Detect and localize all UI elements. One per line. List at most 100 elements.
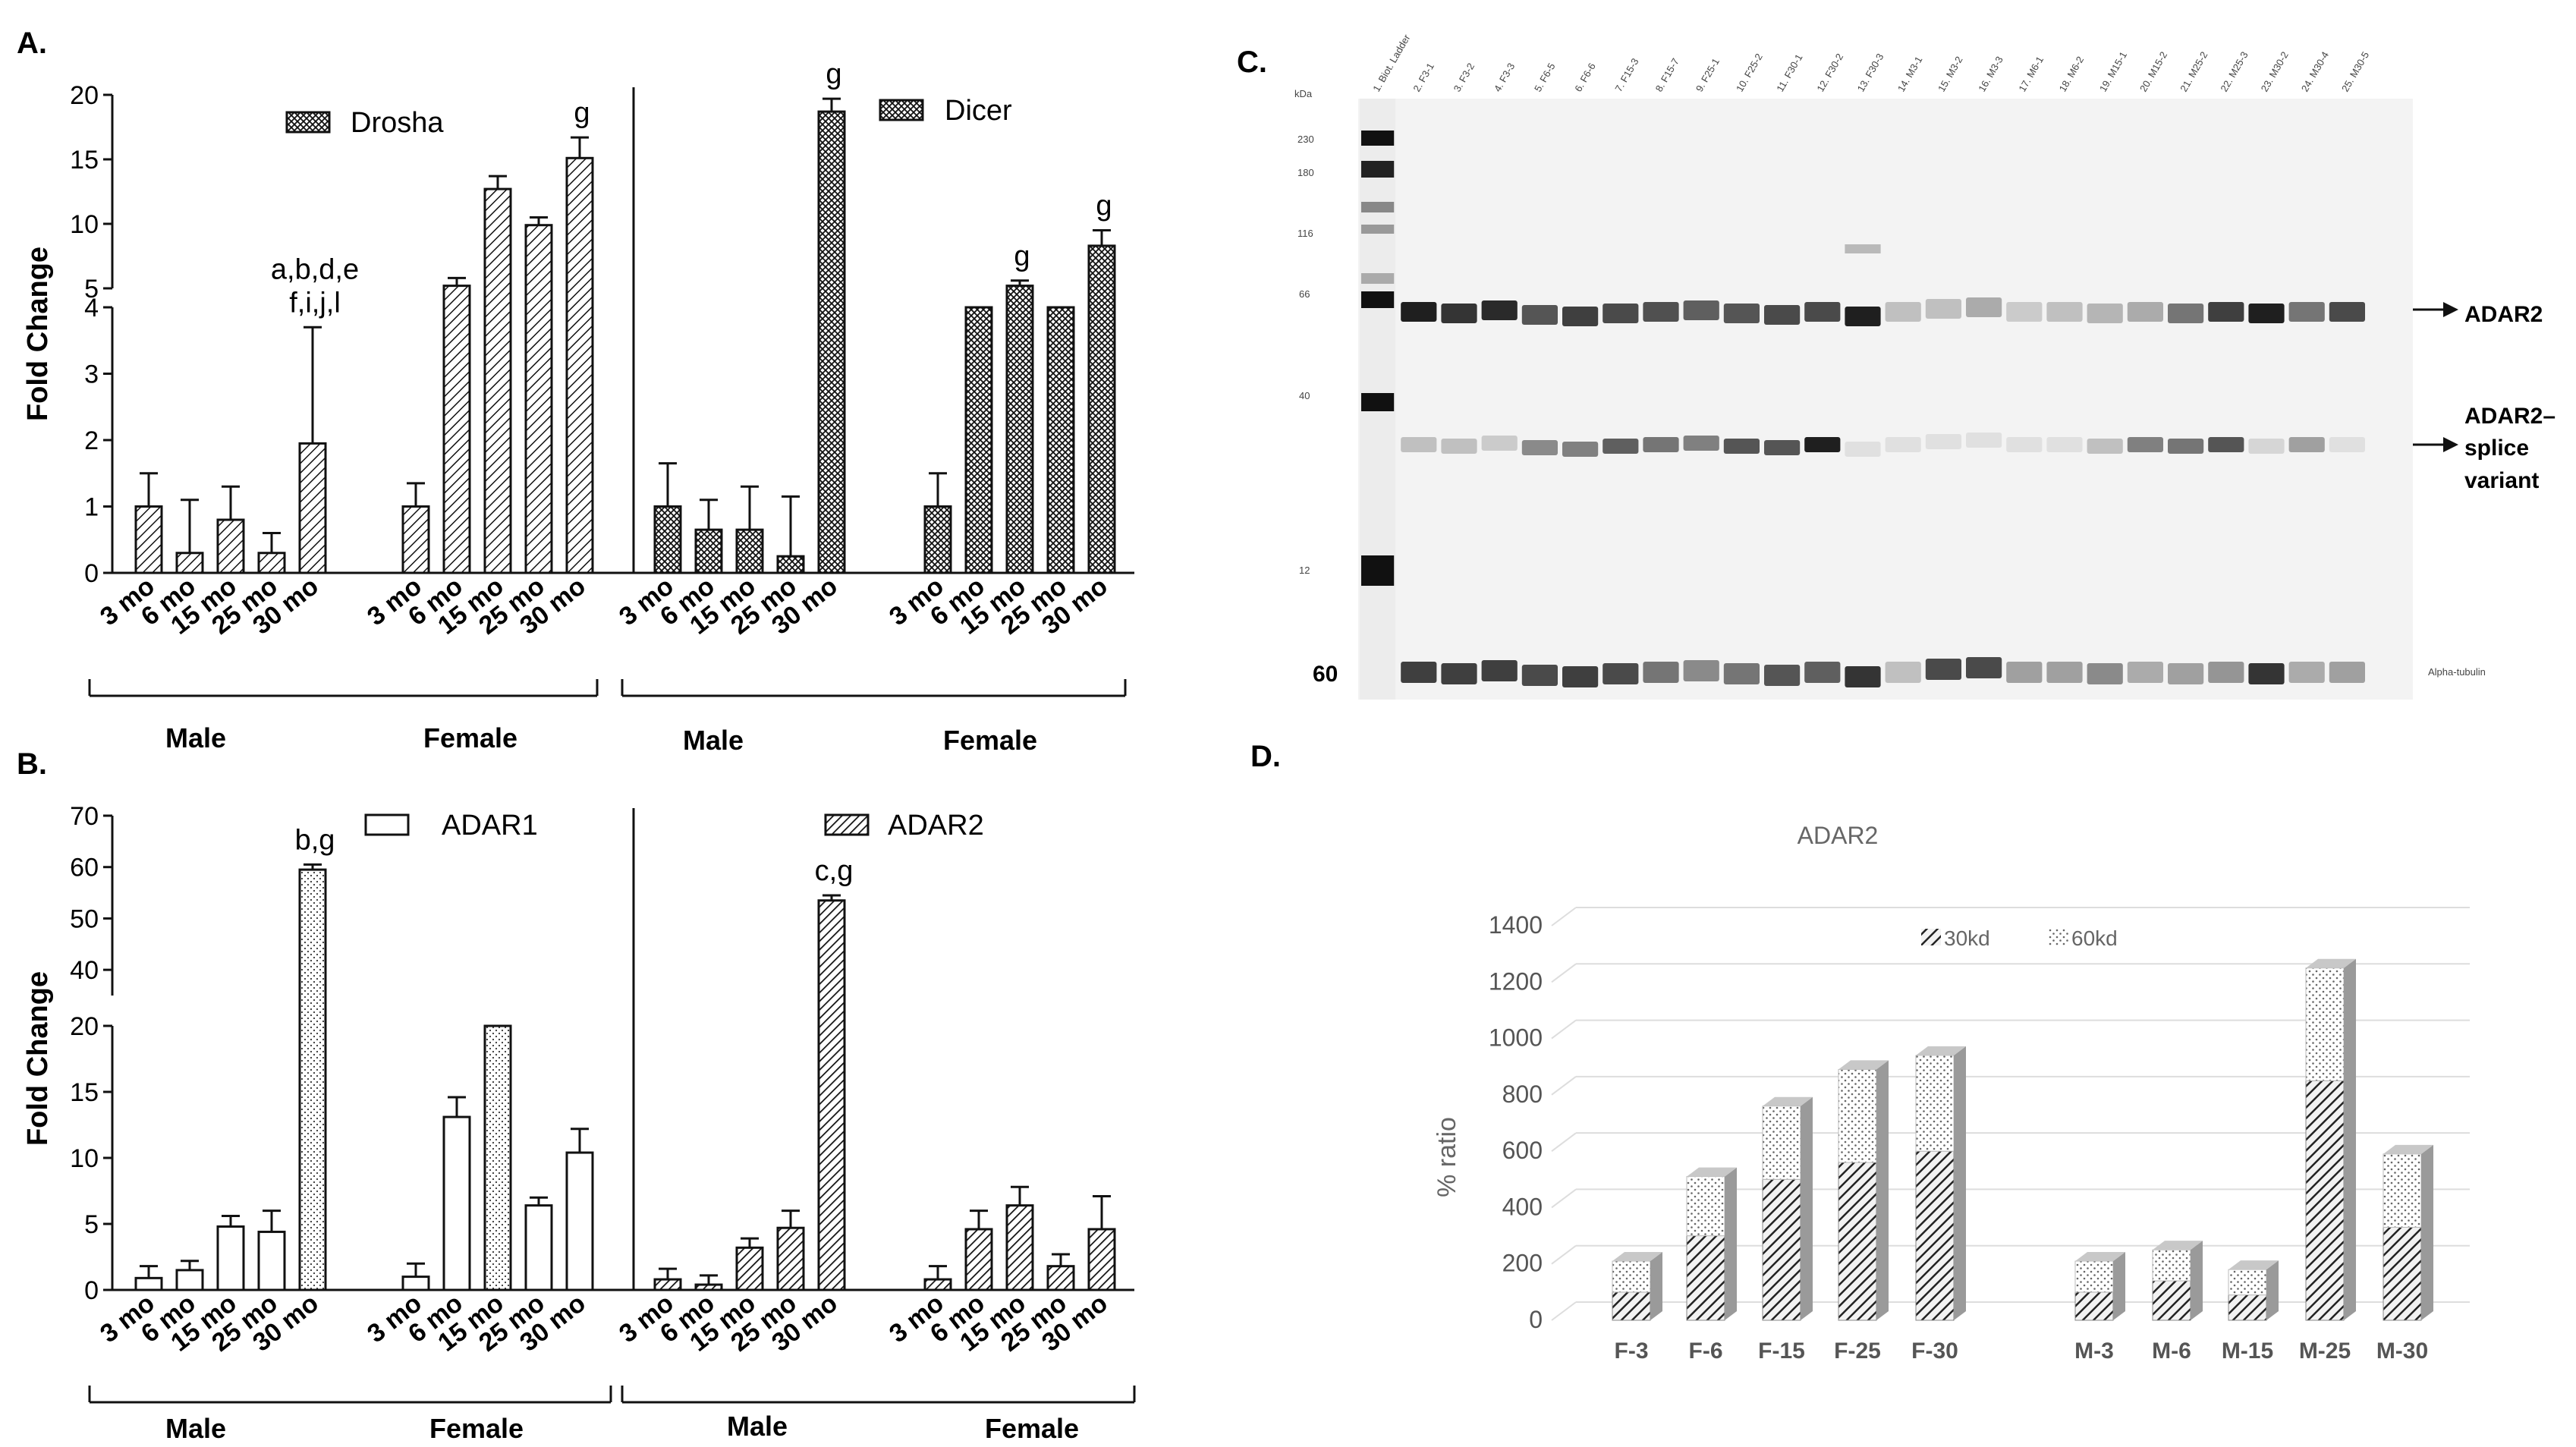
adar2-band-label: ADAR2 — [2464, 302, 2543, 327]
a-left-male-bar-15mo — [216, 518, 245, 574]
tubulin-band-lane-6 — [1562, 666, 1599, 687]
panel-b-y-tick-label: 5 — [84, 1210, 99, 1239]
splice-band-lane-19 — [2087, 439, 2123, 454]
panel-d-bar-60kd-M-15 — [2228, 1269, 2267, 1296]
panel-d-bar-side-F-3 — [1650, 1252, 1662, 1320]
panel-d-y-label: % ratio — [1433, 1117, 1461, 1197]
panel-d-x-label: M-15 — [2222, 1338, 2273, 1364]
splice-band-lane-17 — [2006, 437, 2043, 452]
b-left-male-bar-6mo — [175, 1269, 204, 1291]
legend-30kd: 30kd — [1944, 926, 1990, 950]
a-left-male-bar-6mo — [175, 552, 204, 574]
splice-label-3: variant — [2464, 468, 2539, 493]
ladder-66: 66 — [1299, 288, 1310, 300]
adar2-band-lane-14 — [1885, 302, 1921, 322]
panel-d-bar-30kd-F-30 — [1915, 1150, 1955, 1321]
splice-band-lane-23 — [2248, 439, 2285, 454]
a-right-male-bar-15mo — [735, 528, 764, 574]
panel-d-bar-60kd-F-3 — [1612, 1260, 1651, 1293]
panel-d-bar-30kd-M-6 — [2152, 1280, 2191, 1321]
b-left-female-bar-3mo — [401, 1276, 430, 1291]
splice-band-lane-14 — [1885, 437, 1921, 452]
panel-a-y-tick-label: 10 — [70, 210, 99, 239]
panel-d-bar-top-F-30 — [1916, 1046, 1966, 1055]
panel-d-bar-60kd-F-15 — [1762, 1106, 1801, 1180]
panel-d-bar-side-F-25 — [1876, 1060, 1889, 1320]
b-right-female-bar-25mo — [1046, 1265, 1075, 1291]
panel-d-bar-30kd-F-25 — [1838, 1162, 1877, 1321]
panel-d-x-label: F-25 — [1834, 1338, 1881, 1364]
splice-band-lane-20 — [2127, 437, 2163, 452]
tubulin-band-lane-5 — [1521, 665, 1558, 686]
a-right-male-bar-6mo — [694, 528, 723, 574]
adar2-band-lane-8 — [1643, 302, 1679, 322]
splice-band-lane-11 — [1764, 440, 1801, 455]
panel-d-x-label: F-15 — [1758, 1338, 1805, 1364]
b-right-annotation: c,g — [815, 855, 854, 887]
lane-label: 7. F15-3 — [1612, 56, 1640, 93]
adar2-band-lane-18 — [2046, 302, 2083, 322]
a-left-female-bar-6mo — [442, 285, 471, 574]
panel-d-bar-60kd-F-25 — [1838, 1068, 1877, 1163]
panel-d-bar-side-M-30 — [2421, 1144, 2433, 1320]
panel-a-left-male-label: Male — [165, 722, 226, 753]
panel-a-right-female-label: Female — [943, 725, 1037, 756]
panel-a-left-female-label: Female — [423, 722, 517, 753]
lane-label: 18. M6-2 — [2057, 55, 2087, 94]
splice-band-lane-24 — [2288, 437, 2325, 452]
panel-d-grid-depth — [1551, 1132, 1577, 1152]
panel-d-bar-60kd-M-6 — [2152, 1249, 2191, 1282]
panel-d-bar-60kd-M-3 — [2074, 1260, 2114, 1293]
adar2-band-lane-15 — [1925, 299, 1961, 319]
panel-d-bar-60kd-M-30 — [2383, 1153, 2422, 1228]
adar2-band-lane-16 — [1966, 297, 2002, 317]
panel-a-y-tick-label: 20 — [70, 81, 99, 110]
ladder-band — [1361, 555, 1395, 586]
panel-b-right-female-label: Female — [985, 1413, 1079, 1444]
adar2-band-lane-24 — [2288, 302, 2325, 322]
panel-d-bar-60kd-M-25 — [2305, 967, 2345, 1081]
panel-d-bar-side-M-6 — [2191, 1241, 2203, 1320]
lane-label: 14. M3-1 — [1895, 55, 1925, 94]
splice-band-lane-2 — [1401, 437, 1437, 452]
panel-d-bar-60kd-F-6 — [1686, 1176, 1725, 1237]
panel-b-y-tick-label: 50 — [70, 904, 99, 933]
splice-band-lane-9 — [1683, 436, 1719, 451]
panel-b-right-male-label: Male — [727, 1411, 788, 1442]
lane-label: 22. M25-3 — [2218, 49, 2250, 93]
tubulin-band-lane-13 — [1845, 666, 1881, 687]
lane-label: 19. M15-1 — [2097, 49, 2129, 93]
a-right-male-bar-25mo — [776, 555, 805, 574]
panel-b-y-tick-label: 15 — [70, 1078, 99, 1107]
tubulin-band-lane-3 — [1441, 663, 1477, 684]
panel-d-bar-30kd-F-6 — [1686, 1235, 1725, 1321]
adar2-band-lane-9 — [1683, 300, 1719, 320]
legend-adar1: ADAR1 — [364, 810, 538, 841]
ladder-180: 180 — [1297, 167, 1314, 178]
tubulin-band-lane-12 — [1804, 662, 1841, 683]
b-left-male-bar-3mo — [134, 1276, 163, 1291]
adar2-band-lane-23 — [2248, 304, 2285, 323]
legend-drosha: Drosha — [285, 107, 444, 139]
panel-d-bar-top-M-3 — [2075, 1252, 2125, 1261]
b-left-female-bar-15mo — [483, 1024, 512, 1291]
a-right-annotation: g — [826, 58, 841, 90]
tubulin-kda: 60 — [1313, 662, 1338, 687]
lane-label: 25. M30-5 — [2339, 49, 2371, 93]
panel-d-bar-side-F-30 — [1954, 1046, 1966, 1320]
panel-d-bar-30kd-M-3 — [2074, 1291, 2114, 1321]
panel-b-left-female-label: Female — [429, 1413, 524, 1444]
a-left-annotation: g — [574, 97, 590, 129]
tubulin-band-lane-23 — [2248, 663, 2285, 684]
western-blot: kDa 230 180 116 66 40 12 ADAR2 ADAR2– sp… — [1294, 88, 2556, 687]
lane-label: 21. M25-2 — [2178, 49, 2210, 93]
panel-d-y-tick: 1000 — [1489, 1024, 1543, 1052]
lane-label: 2. F3-1 — [1411, 61, 1436, 93]
ladder-band — [1361, 202, 1395, 212]
ladder-band — [1361, 161, 1395, 178]
a-right-female-bar-15mo — [1005, 285, 1034, 574]
panel-d-bar-side-F-6 — [1725, 1167, 1737, 1320]
ladder-band — [1361, 273, 1395, 284]
a-left-annotation: a,b,d,e — [271, 253, 359, 285]
